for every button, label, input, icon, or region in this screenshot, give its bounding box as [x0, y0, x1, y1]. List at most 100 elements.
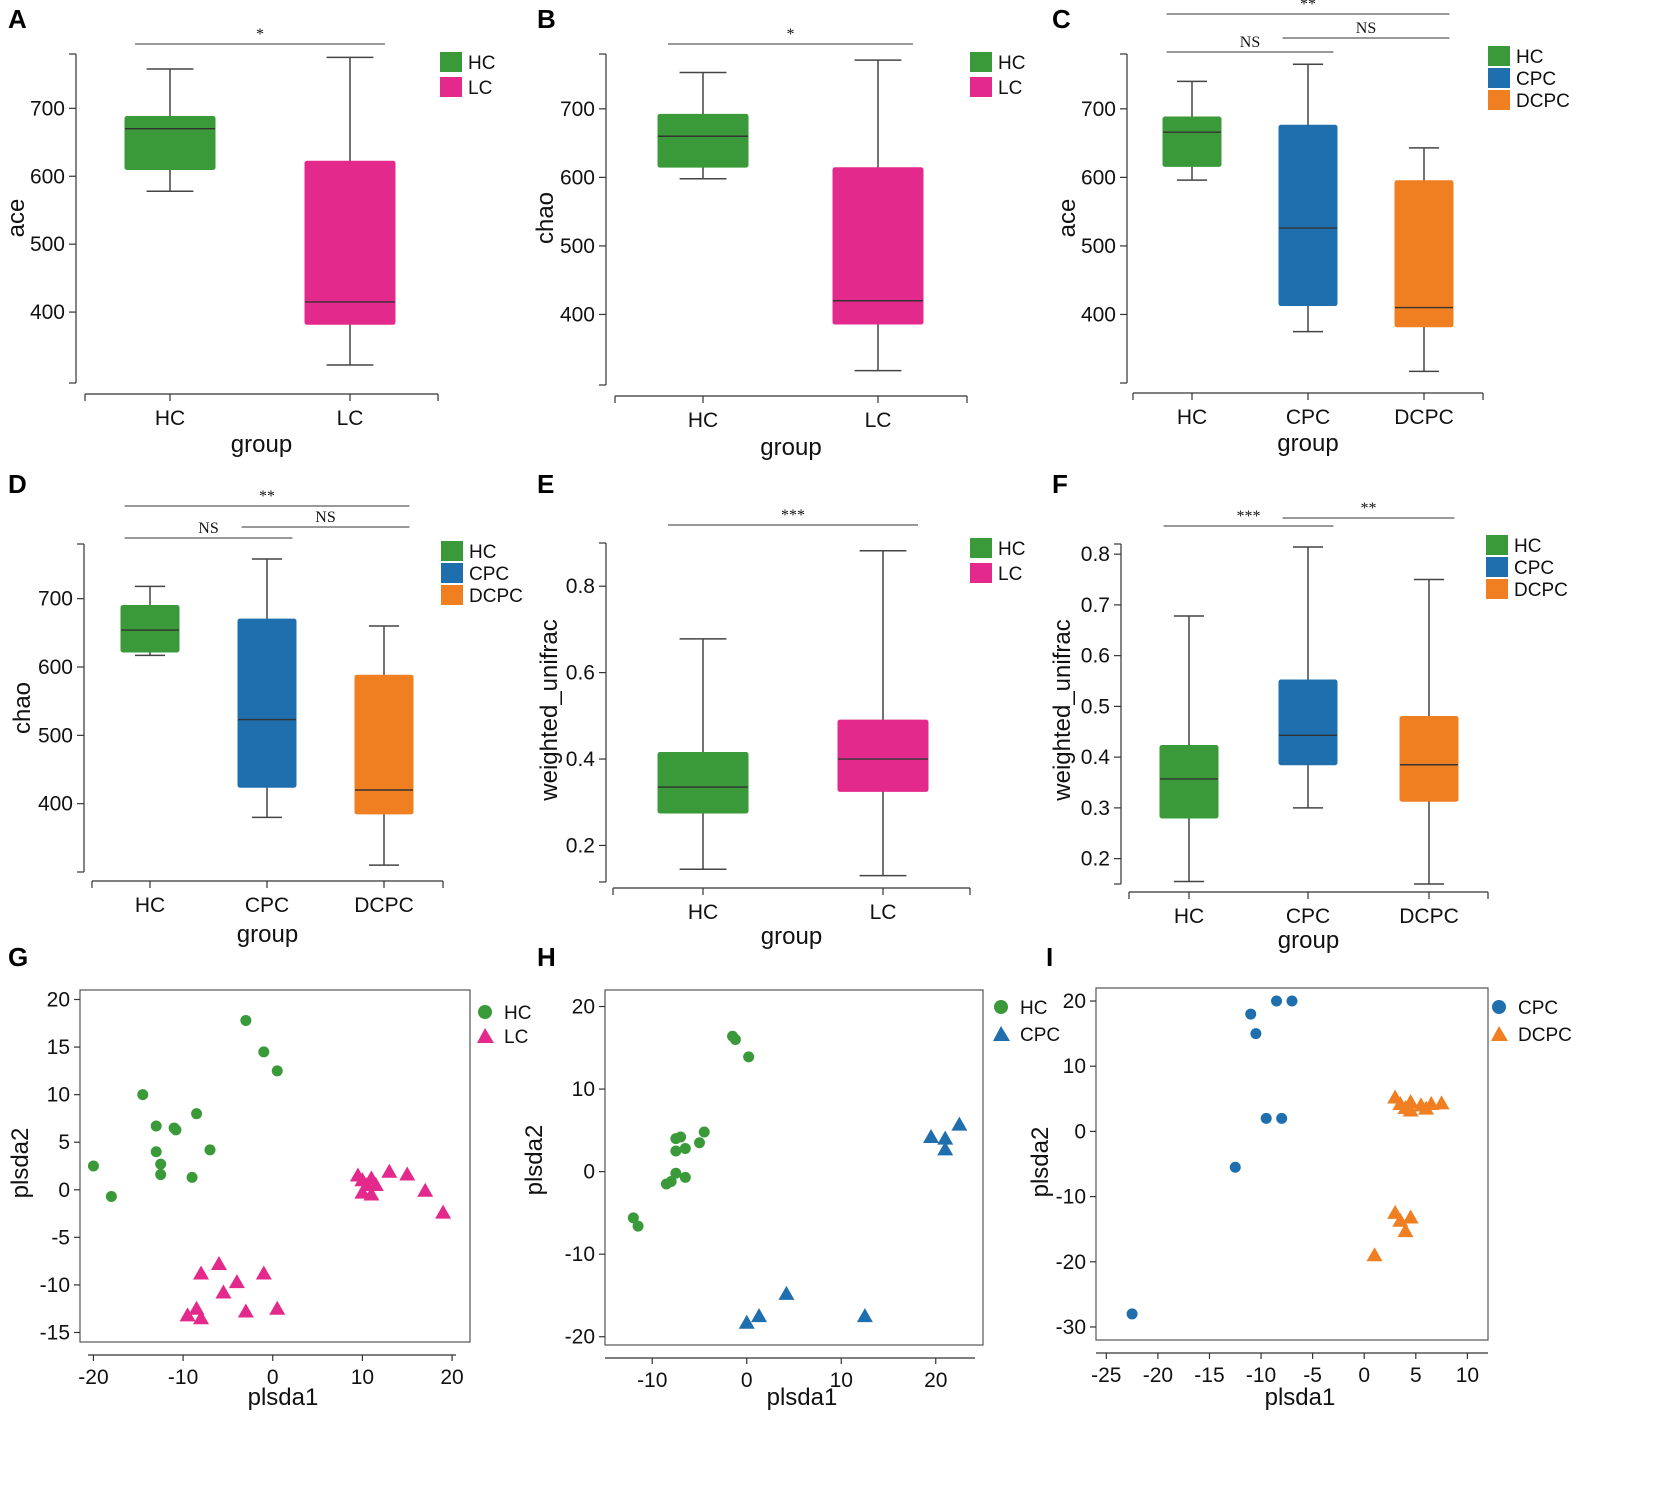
data-point [675, 1131, 687, 1143]
y-tick-label: 0.3 [1081, 797, 1110, 820]
legend-label-cpc: CPC [1516, 69, 1556, 90]
box-body [832, 167, 924, 325]
y-axis-title: weighted_unifrac [1049, 619, 1076, 801]
x-axis-title: plsda1 [767, 1384, 838, 1411]
data-point [1245, 1008, 1257, 1020]
box-cpc [1278, 546, 1338, 809]
y-tick-label: 400 [560, 303, 595, 326]
y-tick-label: 700 [560, 98, 595, 121]
data-point [255, 1265, 272, 1280]
x-axis-title: group [237, 921, 298, 948]
data-point [1229, 1161, 1241, 1173]
legend-label-hc: HC [469, 542, 496, 563]
y-tick-label: 0.2 [1081, 848, 1110, 871]
data-point [435, 1204, 452, 1219]
data-point [258, 1046, 270, 1058]
y-tick-label: 0 [1074, 1120, 1086, 1143]
data-point [679, 1143, 691, 1155]
y-tick-label: -20 [565, 1326, 595, 1349]
data-point [215, 1284, 232, 1299]
box-hc [1162, 80, 1222, 181]
legend-swatch-hc [440, 52, 462, 72]
y-tick-label: 0.7 [1081, 594, 1110, 617]
data-point [1366, 1247, 1383, 1262]
x-tick-label: 10 [830, 1369, 853, 1392]
data-point [923, 1128, 940, 1143]
box-hc [1159, 615, 1219, 883]
x-axis-title: group [231, 431, 292, 458]
y-axis-title: ace [3, 199, 30, 238]
legend-label-hc: HC [1514, 536, 1541, 557]
significance-bracket: NS [1166, 34, 1334, 53]
legend-swatch-dcpc [441, 585, 463, 605]
data-point [354, 1184, 371, 1199]
data-point [170, 1124, 182, 1136]
data-point [1286, 995, 1298, 1007]
data-point [1250, 1028, 1262, 1040]
y-tick-label: 600 [30, 165, 65, 188]
data-point [186, 1171, 198, 1183]
legend-swatch-hc [1488, 46, 1510, 66]
legend-label-dcpc: DCPC [1516, 91, 1570, 112]
legend-marker-hc [994, 1000, 1008, 1014]
y-axis-title: weighted_unifrac [536, 619, 563, 801]
y-axis-title: plsda2 [521, 1125, 548, 1196]
y-tick-label: 400 [30, 301, 65, 324]
x-tick-label: 20 [924, 1369, 947, 1392]
legend-label-hc: HC [1020, 998, 1047, 1019]
data-point [1402, 1094, 1419, 1109]
legend-swatch-cpc [1486, 557, 1508, 577]
panel-letter-i: I [1046, 942, 1053, 972]
box-dcpc [1399, 578, 1459, 885]
plot-frame [79, 989, 471, 1343]
y-tick-label: 0.6 [1081, 645, 1110, 668]
data-point [937, 1130, 954, 1145]
data-point [627, 1212, 639, 1224]
significance-bracket: *** [668, 507, 918, 526]
y-tick-label: 0.2 [566, 834, 595, 857]
x-tick-label-cpc: CPC [245, 894, 289, 917]
significance-bracket: * [135, 26, 385, 45]
panel-letter-g: G [8, 942, 28, 972]
significance-label: NS [315, 509, 335, 526]
box-body [1159, 744, 1219, 819]
y-tick-label: 700 [38, 588, 73, 611]
data-point [1397, 1223, 1414, 1238]
legend-swatch-cpc [441, 563, 463, 583]
data-point [228, 1274, 245, 1289]
legend-swatch-lc [970, 77, 992, 97]
data-point [729, 1034, 741, 1046]
data-point [632, 1220, 644, 1232]
legend-label-cpc: CPC [1518, 998, 1558, 1019]
y-tick-label: 20 [47, 989, 70, 1012]
significance-bracket: *** [1163, 508, 1334, 527]
box-body [120, 605, 180, 653]
data-point [155, 1169, 167, 1181]
x-tick-label: -15 [1194, 1364, 1224, 1387]
box-body [304, 160, 396, 325]
data-point [1271, 995, 1283, 1007]
x-tick-label-lc: LC [870, 901, 897, 924]
y-tick-label: 10 [47, 1084, 70, 1107]
legend-swatch-dcpc [1486, 579, 1508, 599]
x-axis-title: group [760, 434, 821, 461]
box-body [657, 752, 749, 814]
y-axis-title: chao [9, 682, 36, 734]
data-point [363, 1186, 380, 1201]
significance-bracket: ** [1166, 0, 1450, 15]
x-tick-label-hc: HC [688, 901, 718, 924]
box-body [657, 113, 749, 168]
y-tick-label: -15 [40, 1321, 70, 1344]
panel-letter-b: B [537, 4, 556, 34]
data-point [694, 1137, 705, 1149]
legend-label-lc: LC [504, 1027, 528, 1048]
data-point [193, 1265, 210, 1280]
y-tick-label: 700 [1081, 98, 1116, 121]
y-tick-label: 0.4 [566, 748, 596, 771]
data-point [179, 1307, 196, 1322]
y-tick-label: 400 [38, 793, 73, 816]
series-cpc [738, 1116, 968, 1329]
panel-letter-d: D [8, 469, 27, 499]
y-tick-label: 0.6 [566, 662, 595, 685]
panel-letter-h: H [537, 942, 556, 972]
